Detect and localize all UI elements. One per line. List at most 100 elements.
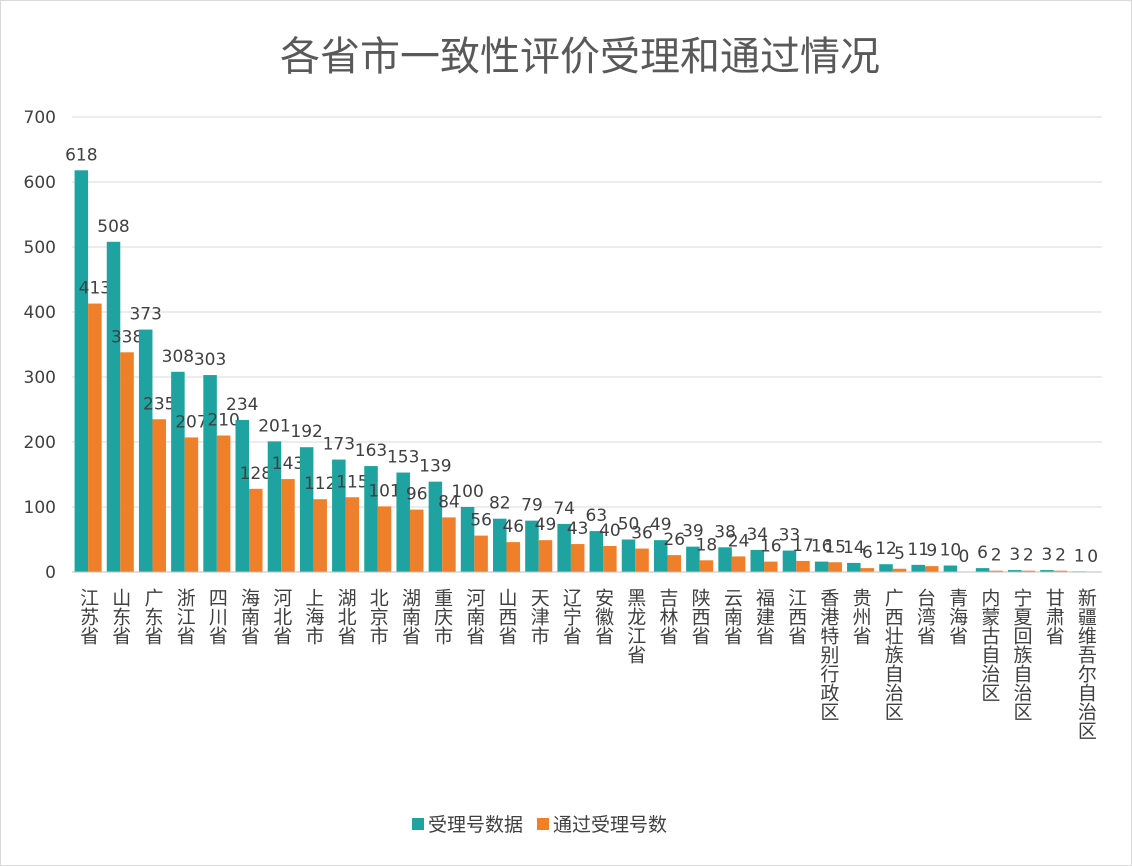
- x-tick-label: 河北省: [270, 588, 292, 645]
- data-label: 143: [272, 454, 304, 474]
- bar: [750, 549, 765, 572]
- bar: [1053, 570, 1068, 572]
- data-label: 18: [696, 535, 718, 555]
- data-label: 413: [79, 279, 111, 299]
- x-tick-label: 内蒙古自治区: [978, 588, 1000, 702]
- x-tick-label: 四川省: [206, 588, 228, 645]
- data-label: 26: [663, 530, 685, 550]
- bar: [74, 170, 89, 573]
- data-label: 1: [1074, 546, 1085, 566]
- bar: [364, 466, 378, 572]
- bar: [782, 550, 797, 572]
- legend-label: 受理号数据: [428, 814, 523, 836]
- x-tick-label: 河南省: [463, 588, 485, 645]
- data-label: 12: [875, 539, 897, 559]
- data-label: 11: [907, 540, 929, 560]
- data-label: 24: [728, 531, 750, 551]
- y-tick-label: 500: [24, 238, 56, 258]
- bar: [828, 562, 842, 572]
- data-label: 84: [438, 492, 460, 512]
- data-label: 6: [862, 543, 873, 563]
- bar: [377, 506, 392, 572]
- bar: [911, 564, 925, 572]
- data-label: 210: [207, 411, 239, 431]
- data-label: 5: [894, 544, 905, 564]
- bar: [267, 441, 282, 572]
- bar: [171, 371, 185, 572]
- bar: [943, 565, 958, 572]
- data-label: 201: [258, 416, 290, 436]
- data-label: 56: [470, 511, 492, 531]
- data-label: 234: [226, 395, 258, 415]
- x-tick-label: 上海市: [302, 588, 324, 645]
- bar: [653, 540, 668, 572]
- data-label: 192: [290, 422, 322, 442]
- bar: [235, 419, 250, 572]
- bar: [924, 566, 939, 572]
- x-tick-label: 新疆维吾尔自治区: [1075, 588, 1097, 740]
- data-label: 0: [959, 547, 970, 567]
- data-label: 50: [618, 515, 640, 535]
- data-label: 115: [336, 472, 368, 492]
- x-tick-label: 海南省: [238, 588, 260, 645]
- bar: [621, 539, 636, 572]
- x-tick-label: 辽宁省: [560, 588, 582, 645]
- data-label: 34: [746, 525, 768, 545]
- y-tick-label: 0: [45, 563, 56, 583]
- data-label: 82: [489, 494, 511, 514]
- bar: [525, 520, 539, 572]
- legend-swatch: [537, 818, 550, 830]
- data-label: 6: [977, 543, 988, 563]
- data-label: 14: [843, 538, 865, 558]
- bar: [249, 488, 263, 572]
- data-label: 74: [553, 499, 575, 519]
- bar: [814, 561, 829, 572]
- data-label: 101: [368, 481, 400, 501]
- bar: [460, 507, 475, 572]
- bar: [428, 481, 443, 572]
- bar: [409, 509, 424, 572]
- bar: [892, 568, 907, 572]
- x-tick-label: 山东省: [109, 588, 131, 645]
- data-label: 17: [792, 536, 814, 556]
- x-tick-label: 福建省: [753, 588, 775, 645]
- bar: [184, 437, 199, 572]
- x-tick-label: 甘肃省: [1043, 588, 1065, 645]
- data-label: 0: [1087, 547, 1098, 567]
- bar: [847, 562, 861, 572]
- bar: [299, 447, 314, 572]
- data-label: 153: [387, 448, 419, 468]
- bar: [332, 459, 346, 572]
- bar: [138, 329, 153, 572]
- data-label: 15: [824, 537, 846, 557]
- x-tick-label: 广西壮族自治区: [882, 588, 904, 721]
- bar: [667, 555, 681, 572]
- x-tick-label: 浙江省: [174, 588, 196, 645]
- bar: [313, 499, 327, 572]
- data-label: 139: [419, 457, 451, 477]
- bar: [281, 479, 295, 572]
- bar: [1040, 570, 1054, 572]
- bar: [975, 568, 990, 572]
- data-label: 112: [304, 474, 336, 494]
- bar: [796, 560, 810, 572]
- y-tick-label: 200: [24, 433, 56, 453]
- data-label: 39: [682, 522, 704, 542]
- x-tick-label: 广东省: [141, 588, 163, 645]
- x-tick-label: 湖南省: [399, 588, 421, 645]
- bar: [699, 560, 714, 572]
- bar: [570, 544, 585, 572]
- x-tick-label: 重庆市: [431, 588, 453, 645]
- data-label: 2: [1055, 546, 1066, 566]
- bar: [860, 568, 875, 572]
- data-label: 16: [760, 537, 782, 557]
- data-label: 38: [714, 522, 736, 542]
- y-tick-label: 600: [24, 173, 56, 193]
- data-label: 338: [111, 327, 143, 347]
- data-label: 173: [323, 435, 355, 455]
- data-label: 49: [535, 515, 557, 535]
- bar: [764, 561, 778, 572]
- bar: [474, 535, 488, 572]
- data-label: 63: [586, 506, 608, 526]
